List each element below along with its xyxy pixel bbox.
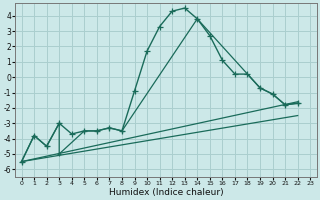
X-axis label: Humidex (Indice chaleur): Humidex (Indice chaleur) — [108, 188, 223, 197]
